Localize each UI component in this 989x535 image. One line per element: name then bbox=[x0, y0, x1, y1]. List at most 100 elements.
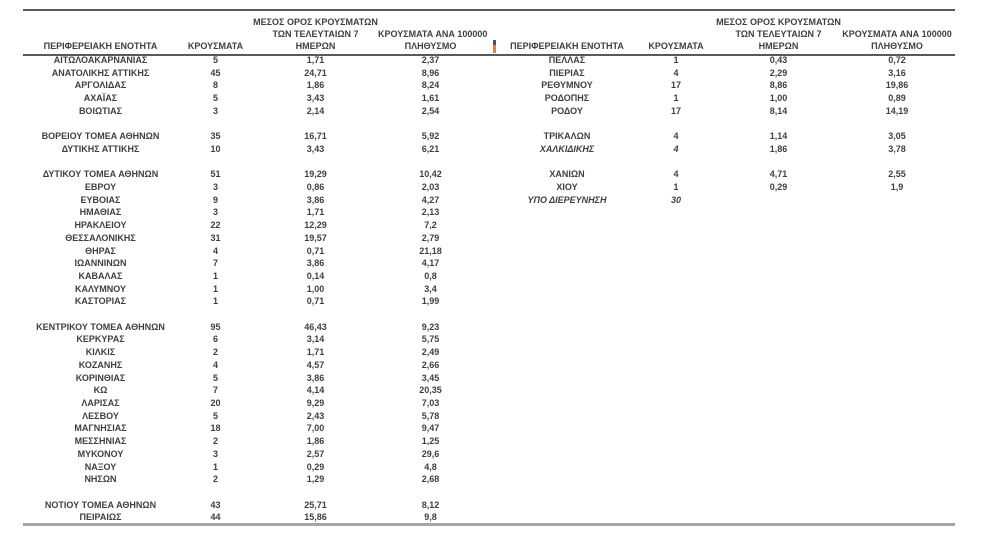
cell-per: 8,24 bbox=[421, 80, 440, 91]
table-row: ΑΝΑΤΟΛΙΚΗΣ ΑΤΤΙΚΗΣ 45 24,71 8,96 bbox=[23, 67, 483, 80]
cell-per: 5,78 bbox=[421, 410, 440, 421]
table-row: ΚΟΖΑΝΗΣ 4 4,57 2,66 bbox=[23, 359, 483, 372]
cell-cases: 95 bbox=[210, 321, 221, 332]
cell-per: 4,27 bbox=[421, 194, 440, 205]
header-avg7: ΜΕΣΟΣ ΟΡΟΣ ΚΡΟΥΣΜΑΤΩΝ ΤΩΝ ΤΕΛΕΥΤΑΙΩΝ 7 Η… bbox=[715, 11, 842, 54]
regional-cases-table-left: ΠΕΡΙΦΕΡΕΙΑΚΗ ΕΝΟΤΗΤΑ ΚΡΟΥΣΜΑΤΑ ΜΕΣΟΣ ΟΡΟ… bbox=[23, 11, 487, 524]
cell-region: ΚΕΝΤΡΙΚΟΥ ΤΟΜΕΑ ΑΘΗΝΩΝ bbox=[36, 321, 165, 332]
cell-avg: 2,57 bbox=[306, 448, 325, 459]
cell-avg: 19,57 bbox=[304, 232, 327, 243]
cell-avg: 2,14 bbox=[306, 105, 325, 116]
header-cases-label: ΚΡΟΥΣΜΑΤΑ bbox=[187, 41, 244, 51]
cell-region: ΛΕΣΒΟΥ bbox=[82, 410, 119, 421]
cell-cases: 18 bbox=[210, 423, 221, 434]
cell-avg: 0,14 bbox=[306, 270, 325, 281]
marker-bottom-segment bbox=[493, 45, 496, 53]
cell-avg: 1,71 bbox=[306, 347, 325, 358]
header-avg7-line3: ΗΜΕΡΩΝ bbox=[758, 41, 799, 51]
cell-per: 0,8 bbox=[424, 270, 437, 281]
cell-per: 2,03 bbox=[421, 182, 440, 193]
cell-region: ΛΑΡΙΣΑΣ bbox=[81, 397, 120, 408]
cell-per: 20,35 bbox=[419, 385, 442, 396]
cell-avg: 25,71 bbox=[304, 499, 327, 510]
cell-region: ΙΩΑΝΝΙΝΩΝ bbox=[74, 258, 127, 269]
table-row: ΙΩΑΝΝΙΝΩΝ 7 3,86 4,17 bbox=[23, 257, 483, 270]
empty-cell bbox=[23, 308, 483, 321]
cell-region: ΚΑΣΤΟΡΙΑΣ bbox=[74, 296, 127, 307]
spacer-row bbox=[23, 156, 483, 169]
cell-avg: 12,29 bbox=[304, 220, 327, 231]
regional-cases-table-right: ΠΕΡΙΦΕΡΕΙΑΚΗ ΕΝΟΤΗΤΑ ΚΡΟΥΣΜΑΤΑ ΜΕΣΟΣ ΟΡΟ… bbox=[497, 11, 952, 206]
cell-avg: 1,86 bbox=[769, 143, 788, 154]
table-row: ΡΟΔΟΠΗΣ 1 1,00 0,89 bbox=[497, 92, 952, 105]
cell-avg: 8,14 bbox=[769, 105, 788, 116]
cell-avg: 3,86 bbox=[306, 258, 325, 269]
cell-cases: 4 bbox=[673, 169, 679, 180]
table-row: ΑΙΤΩΛΟΑΚΑΡΝΑΝΙΑΣ 5 1,71 2,37 bbox=[23, 54, 483, 67]
cell-region: ΥΠΟ ΔΙΕΡΕΥΝΗΣΗ bbox=[527, 194, 607, 205]
table-row: ΑΡΓΟΛΙΔΑΣ 8 1,86 8,24 bbox=[23, 79, 483, 92]
cell-region: ΝΟΤΙΟΥ ΤΟΜΕΑ ΑΘΗΝΩΝ bbox=[44, 499, 157, 510]
cell-avg: 0,29 bbox=[769, 182, 788, 193]
header-avg7: ΜΕΣΟΣ ΟΡΟΣ ΚΡΟΥΣΜΑΤΩΝ ΤΩΝ ΤΕΛΕΥΤΑΙΩΝ 7 Η… bbox=[253, 11, 378, 54]
cell-region: ΒΟΙΩΤΙΑΣ bbox=[78, 105, 123, 116]
table-row: ΚΟΡΙΝΘΙΑΣ 5 3,86 3,45 bbox=[23, 372, 483, 385]
cell-region: ΘΗΡΑΣ bbox=[85, 245, 116, 256]
table-row: ΜΕΣΣΗΝΙΑΣ 2 1,86 1,25 bbox=[23, 435, 483, 448]
cell-per: 3,4 bbox=[424, 283, 437, 294]
cell-cases: 4 bbox=[673, 67, 679, 78]
cell-avg: 0,43 bbox=[769, 55, 788, 65]
table-row: ΝΑΞΟΥ 1 0,29 4,8 bbox=[23, 461, 483, 474]
cell-cases: 17 bbox=[670, 80, 681, 91]
table-row: ΠΕΙΡΑΙΩΣ 44 15,86 9,8 bbox=[23, 511, 483, 524]
empty-cell bbox=[497, 156, 952, 169]
spacer-row bbox=[23, 486, 483, 499]
cell-avg: 0,71 bbox=[306, 296, 325, 307]
cell-avg: 7,00 bbox=[306, 423, 325, 434]
cell-region: ΝΗΣΩΝ bbox=[84, 474, 117, 485]
table-row: ΒΟΡΕΙΟΥ ΤΟΜΕΑ ΑΘΗΝΩΝ 35 16,71 5,92 bbox=[23, 130, 483, 143]
table-row: ΚΕΝΤΡΙΚΟΥ ΤΟΜΕΑ ΑΘΗΝΩΝ 95 46,43 9,23 bbox=[23, 321, 483, 334]
cell-avg: 1,00 bbox=[769, 93, 788, 104]
cell-cases: 44 bbox=[210, 512, 221, 523]
header-region-label: ΠΕΡΙΦΕΡΕΙΑΚΗ ΕΝΟΤΗΤΑ bbox=[43, 41, 158, 51]
cell-region: ΚΙΛΚΙΣ bbox=[85, 347, 116, 358]
cell-per: 2,79 bbox=[421, 232, 440, 243]
cell-per: 5,92 bbox=[421, 131, 440, 142]
cell-avg: 1,29 bbox=[306, 474, 325, 485]
cell-region: ΔΥΤΙΚΗΣ ΑΤΤΙΚΗΣ bbox=[61, 143, 140, 154]
cell-per: 9,8 bbox=[424, 512, 437, 523]
cell-per: 4,8 bbox=[424, 461, 437, 472]
cell-region: ΗΡΑΚΛΕΙΟΥ bbox=[74, 220, 127, 231]
cell-per: 2,13 bbox=[421, 207, 440, 218]
table-row: ΥΠΟ ΔΙΕΡΕΥΝΗΣΗ 30 bbox=[497, 194, 952, 207]
table-row: ΧΑΝΙΩΝ 4 4,71 2,55 bbox=[497, 168, 952, 181]
spacer-row bbox=[23, 308, 483, 321]
cell-avg: 1,71 bbox=[306, 55, 325, 65]
table-row: ΔΥΤΙΚΟΥ ΤΟΜΕΑ ΑΘΗΝΩΝ 51 19,29 10,42 bbox=[23, 168, 483, 181]
table-row: ΧΙΟΥ 1 0,29 1,9 bbox=[497, 181, 952, 194]
header-region-label: ΠΕΡΙΦΕΡΕΙΑΚΗ ΕΝΟΤΗΤΑ bbox=[510, 41, 624, 51]
marker-top-segment bbox=[493, 40, 496, 45]
cell-avg: 3,43 bbox=[306, 143, 325, 154]
cell-per: 1,9 bbox=[890, 182, 904, 193]
cell-per: 2,68 bbox=[421, 474, 440, 485]
cell-region: ΜΑΓΝΗΣΙΑΣ bbox=[74, 423, 127, 434]
cell-region: ΝΑΞΟΥ bbox=[84, 461, 117, 472]
cell-avg: 3,14 bbox=[306, 334, 325, 345]
cell-per: 3,78 bbox=[888, 143, 906, 154]
cell-per: 5,75 bbox=[421, 334, 440, 345]
cell-per: 9,23 bbox=[421, 321, 440, 332]
cell-cases: 1 bbox=[673, 182, 679, 193]
cell-cases: 30 bbox=[670, 194, 681, 205]
cell-cases: 45 bbox=[210, 67, 221, 78]
cell-avg: 3,86 bbox=[306, 372, 325, 383]
table-row: ΝΗΣΩΝ 2 1,29 2,68 bbox=[23, 473, 483, 486]
table-row: ΡΟΔΟΥ 17 8,14 14,19 bbox=[497, 105, 952, 118]
header-cases-label: ΚΡΟΥΣΜΑΤΑ bbox=[648, 41, 704, 51]
cell-cases: 5 bbox=[212, 410, 218, 421]
cell-cases: 1 bbox=[673, 55, 679, 65]
bottom-rule bbox=[23, 523, 955, 526]
cell-per: 3,05 bbox=[888, 131, 906, 142]
cell-cases: 6 bbox=[212, 334, 218, 345]
